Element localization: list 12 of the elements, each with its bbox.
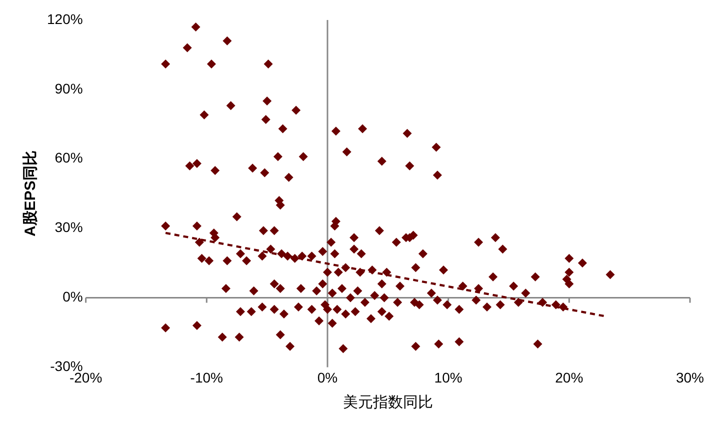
y-tick-label: 60% [54, 150, 83, 166]
x-tick-label: 10% [434, 369, 462, 386]
x-tick-label: -10% [190, 369, 223, 386]
y-tick-label: 0% [62, 288, 83, 305]
y-tick-label: 90% [54, 80, 83, 96]
x-tick-label: 0% [317, 369, 338, 386]
y-axis-title: A股EPS同比 [22, 150, 40, 237]
y-tick-label: 120% [46, 10, 83, 27]
x-axis-title: 美元指数同比 [342, 394, 433, 412]
x-tick-label: 30% [676, 369, 704, 386]
y-tick-label: 30% [54, 219, 83, 236]
x-tick-label: 20% [555, 369, 584, 386]
